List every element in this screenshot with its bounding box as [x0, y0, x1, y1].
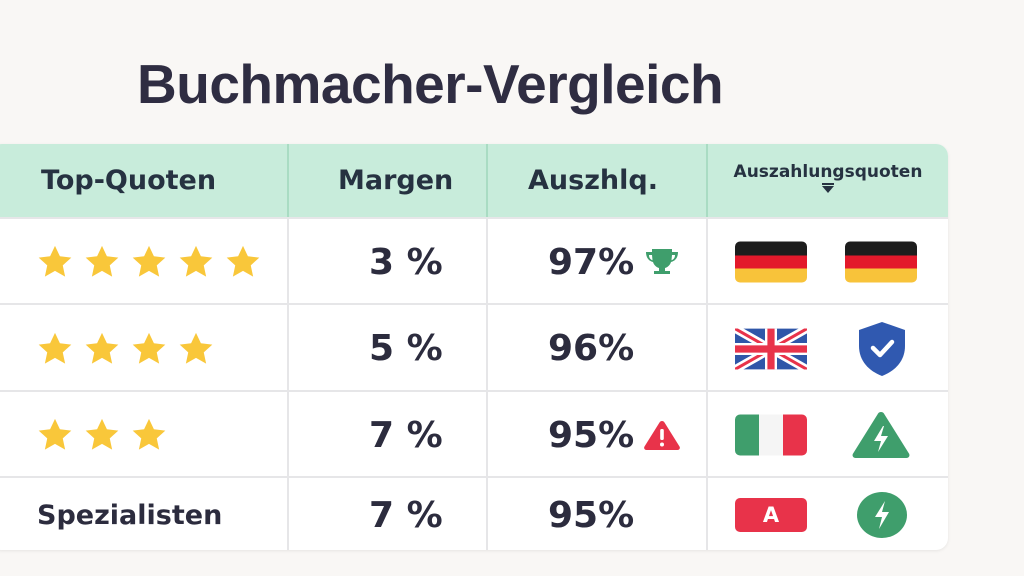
payout-value: 97%	[548, 241, 635, 283]
payout-value: 96%	[548, 328, 635, 369]
payout-cell: 97%	[488, 219, 708, 305]
uk-flag-icon	[735, 328, 807, 369]
rating-cell: Spezialisten	[0, 478, 289, 550]
payout-cell: 96%	[488, 305, 708, 392]
rating-cell	[0, 219, 289, 305]
germany-flag-icon	[845, 241, 917, 283]
sort-caret-down-icon[interactable]	[822, 183, 834, 193]
rating-cell	[0, 392, 289, 478]
column-header-auszhlq[interactable]: Auszhlq.	[488, 144, 708, 217]
star-icon	[38, 418, 72, 450]
star-icon	[38, 245, 72, 277]
margin-value: 5 %	[369, 328, 443, 369]
star-icon	[226, 245, 260, 277]
star-rating-4	[35, 330, 216, 368]
category-label: Spezialisten	[37, 499, 223, 531]
payout-cell: 95%	[488, 478, 708, 550]
table-row: Spezialisten 7 % 95% A	[0, 476, 948, 550]
star-icon	[38, 332, 72, 364]
star-icon	[132, 332, 166, 364]
star-rating-3	[35, 416, 169, 454]
shield-check-icon	[859, 321, 905, 376]
payout-value: 95%	[548, 414, 635, 456]
star-icon	[85, 418, 119, 450]
italy-flag-icon	[735, 414, 807, 456]
a-badge: A	[735, 498, 807, 532]
star-icon	[132, 418, 166, 450]
germany-flag-icon	[735, 241, 807, 283]
column-header-auszahlungsquoten[interactable]: Auszahlungsquoten	[708, 144, 948, 217]
warning-icon	[644, 421, 681, 450]
payout-value: 95%	[548, 494, 635, 536]
margin-cell: 5 %	[289, 305, 488, 392]
table-row: 3 % 97%	[0, 217, 948, 305]
column-header-label: Auszahlungsquoten	[733, 162, 923, 182]
margin-value: 7 %	[369, 414, 443, 456]
markets-cell	[708, 219, 948, 305]
star-icon	[85, 332, 119, 364]
lightning-triangle-icon	[852, 412, 910, 458]
page-title: Buchmacher-Vergleich	[137, 53, 724, 115]
margin-cell: 7 %	[289, 392, 488, 478]
trophy-icon	[646, 249, 679, 274]
column-header-label: Top-Quoten	[41, 165, 217, 196]
column-header-label: Margen	[338, 165, 454, 196]
star-icon	[132, 245, 166, 277]
table-header-row: Top-Quoten Margen Auszhlq. Auszahlungsqu…	[0, 144, 948, 217]
table-row: 7 % 95%	[0, 390, 948, 478]
lightning-circle-icon	[857, 492, 907, 538]
margin-value: 7 %	[369, 494, 443, 536]
star-icon	[179, 332, 213, 364]
payout-cell: 95%	[488, 392, 708, 478]
star-icon	[179, 245, 213, 277]
column-header-margen[interactable]: Margen	[289, 144, 488, 217]
column-header-top-quoten[interactable]: Top-Quoten	[0, 144, 289, 217]
margin-cell: 7 %	[289, 478, 488, 550]
markets-cell: A	[708, 478, 948, 550]
margin-cell: 3 %	[289, 219, 488, 305]
bookmaker-comparison-table: Top-Quoten Margen Auszhlq. Auszahlungsqu…	[0, 144, 948, 550]
column-header-label: Auszhlq.	[528, 165, 658, 196]
margin-value: 3 %	[369, 241, 443, 283]
star-rating-5	[35, 243, 263, 281]
markets-cell	[708, 392, 948, 478]
markets-cell	[708, 305, 948, 392]
star-icon	[85, 245, 119, 277]
rating-cell	[0, 305, 289, 392]
table-row: 5 % 96%	[0, 303, 948, 392]
